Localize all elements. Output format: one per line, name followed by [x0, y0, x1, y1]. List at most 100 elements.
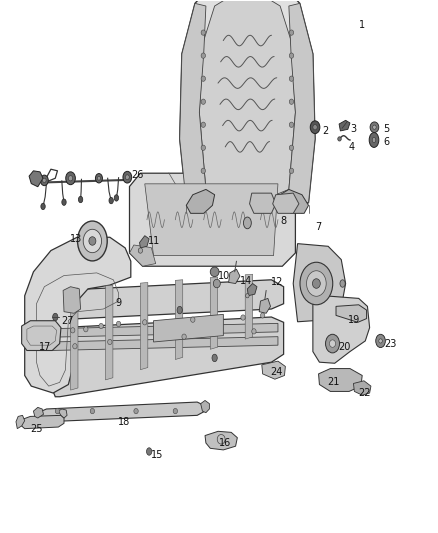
Polygon shape [205, 431, 237, 450]
Polygon shape [130, 173, 295, 266]
Text: 21: 21 [327, 377, 339, 387]
Text: 13: 13 [70, 234, 82, 244]
Polygon shape [145, 184, 278, 256]
Ellipse shape [201, 30, 205, 35]
Ellipse shape [201, 168, 205, 173]
Ellipse shape [41, 203, 45, 209]
Text: 6: 6 [384, 136, 390, 147]
Ellipse shape [191, 317, 195, 322]
Ellipse shape [138, 248, 143, 253]
Ellipse shape [182, 334, 186, 340]
Polygon shape [33, 407, 43, 418]
Polygon shape [141, 282, 148, 370]
Text: 8: 8 [280, 216, 286, 227]
Ellipse shape [78, 221, 107, 261]
Polygon shape [259, 298, 271, 313]
Ellipse shape [83, 229, 102, 253]
Ellipse shape [40, 175, 48, 185]
Ellipse shape [143, 320, 147, 325]
Ellipse shape [42, 178, 46, 182]
Ellipse shape [289, 168, 293, 173]
Polygon shape [175, 280, 183, 359]
Ellipse shape [90, 408, 95, 414]
Polygon shape [262, 361, 286, 379]
Ellipse shape [73, 344, 77, 349]
Text: 22: 22 [358, 388, 371, 398]
Ellipse shape [310, 121, 320, 134]
Polygon shape [153, 314, 223, 342]
Ellipse shape [97, 176, 100, 180]
Polygon shape [16, 415, 25, 429]
Polygon shape [245, 274, 253, 339]
Text: 14: 14 [240, 277, 252, 286]
Polygon shape [280, 189, 308, 213]
Ellipse shape [289, 122, 293, 127]
Polygon shape [273, 193, 299, 213]
Polygon shape [336, 305, 367, 322]
Text: 7: 7 [315, 222, 321, 232]
Ellipse shape [340, 280, 345, 287]
Text: 27: 27 [61, 316, 74, 326]
Ellipse shape [147, 448, 152, 455]
Ellipse shape [300, 262, 333, 305]
Ellipse shape [376, 334, 385, 348]
Polygon shape [25, 237, 131, 393]
Text: 18: 18 [118, 417, 130, 427]
Ellipse shape [173, 408, 177, 414]
Text: 17: 17 [39, 342, 52, 352]
Text: 12: 12 [272, 278, 284, 287]
Ellipse shape [109, 197, 113, 204]
Polygon shape [48, 317, 284, 397]
Ellipse shape [241, 315, 245, 320]
Ellipse shape [71, 328, 75, 333]
Ellipse shape [201, 53, 205, 58]
Ellipse shape [95, 174, 102, 183]
Polygon shape [106, 285, 113, 380]
Polygon shape [186, 189, 215, 213]
Text: 15: 15 [151, 450, 164, 460]
Ellipse shape [329, 340, 336, 348]
Polygon shape [247, 284, 257, 296]
Ellipse shape [312, 279, 320, 288]
Polygon shape [313, 296, 370, 364]
Ellipse shape [53, 313, 58, 321]
Text: 16: 16 [219, 438, 231, 448]
Text: 3: 3 [350, 124, 356, 134]
Ellipse shape [213, 279, 220, 288]
Polygon shape [180, 3, 206, 203]
Ellipse shape [114, 195, 119, 201]
Polygon shape [48, 280, 284, 320]
Polygon shape [63, 287, 81, 313]
Ellipse shape [379, 339, 382, 343]
Ellipse shape [201, 99, 205, 104]
Polygon shape [51, 337, 278, 351]
Ellipse shape [99, 324, 103, 329]
Polygon shape [201, 400, 209, 413]
Text: 4: 4 [349, 142, 355, 152]
Polygon shape [353, 381, 371, 395]
Polygon shape [21, 415, 64, 429]
Ellipse shape [289, 99, 293, 104]
Ellipse shape [212, 354, 217, 362]
Ellipse shape [108, 340, 112, 345]
Polygon shape [58, 409, 67, 418]
Ellipse shape [123, 171, 132, 183]
Ellipse shape [370, 122, 379, 133]
Text: 5: 5 [384, 124, 390, 134]
Text: 2: 2 [322, 126, 328, 136]
Ellipse shape [201, 145, 205, 150]
Ellipse shape [246, 294, 249, 298]
Polygon shape [130, 245, 155, 266]
Ellipse shape [66, 172, 75, 185]
Ellipse shape [55, 408, 60, 414]
Polygon shape [250, 193, 276, 213]
Polygon shape [199, 0, 295, 197]
Text: 19: 19 [348, 314, 360, 325]
Polygon shape [71, 288, 78, 390]
Polygon shape [318, 368, 362, 391]
Ellipse shape [134, 408, 138, 414]
Text: 24: 24 [271, 367, 283, 377]
Ellipse shape [325, 334, 339, 353]
Ellipse shape [289, 76, 293, 82]
Ellipse shape [252, 329, 256, 334]
